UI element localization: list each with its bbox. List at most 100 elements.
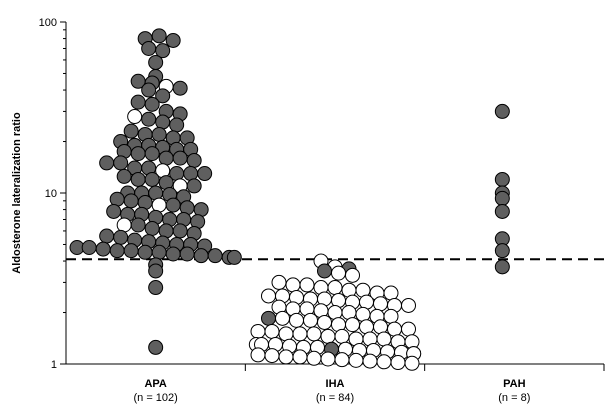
- data-point-iha: [362, 353, 378, 369]
- data-point-apa: [207, 248, 223, 264]
- data-point-apa: [165, 197, 181, 213]
- category-label: APA: [144, 378, 166, 390]
- data-point-iha: [373, 296, 388, 312]
- data-point-apa: [106, 203, 122, 219]
- data-point-apa: [179, 246, 195, 262]
- data-point-apa: [226, 249, 242, 265]
- data-point-pah: [494, 190, 510, 206]
- data-point-apa: [130, 94, 146, 110]
- data-point-apa: [123, 243, 139, 259]
- data-point-apa: [165, 32, 181, 48]
- data-point-iha: [320, 328, 336, 344]
- data-point-iha: [303, 312, 318, 328]
- data-point-apa: [155, 114, 171, 130]
- data-point-apa: [141, 40, 157, 56]
- category-count-label: (n = 102): [133, 392, 177, 404]
- data-point-iha: [264, 323, 280, 339]
- data-point-iha: [401, 297, 416, 313]
- data-point-iha: [383, 285, 399, 301]
- data-point-apa: [172, 80, 188, 96]
- data-point-apa: [113, 229, 129, 245]
- data-point-apa: [151, 197, 167, 213]
- data-point-apa: [144, 146, 160, 162]
- data-point-iha: [250, 347, 266, 363]
- data-point-apa: [127, 109, 143, 125]
- data-point-iha: [327, 280, 343, 296]
- data-point-iha: [331, 265, 346, 281]
- category-count-label: (n = 8): [498, 392, 530, 404]
- y-tick-label: 1: [51, 359, 57, 371]
- data-point-apa: [116, 168, 132, 184]
- data-point-apa: [137, 244, 153, 260]
- data-point-apa: [148, 263, 164, 279]
- category-label: PAH: [503, 378, 525, 390]
- data-point-iha: [278, 326, 294, 342]
- data-point-iha: [345, 317, 360, 333]
- data-point-apa: [113, 155, 129, 171]
- data-point-iha: [292, 349, 308, 365]
- data-point-apa: [123, 193, 139, 209]
- data-point-iha: [387, 321, 402, 337]
- data-point-apa: [130, 217, 146, 233]
- data-point-iha: [264, 348, 280, 364]
- data-point-apa: [81, 240, 97, 256]
- data-point-apa: [172, 150, 188, 166]
- data-point-iha: [376, 354, 392, 370]
- data-point-apa: [197, 166, 213, 182]
- y-axis: 1 10 100 Aldosterone lateralization ratio: [11, 17, 67, 371]
- data-point-iha: [306, 326, 322, 342]
- data-point-iha: [285, 277, 301, 293]
- x-axis: APA (n = 102) IHA (n = 84) PAH (n = 8): [66, 363, 605, 404]
- data-point-pah: [494, 243, 510, 259]
- data-point-apa: [130, 146, 146, 162]
- category-count-label: (n = 84): [316, 392, 354, 404]
- data-point-apa: [183, 166, 199, 182]
- y-tick-label: 10: [45, 188, 57, 200]
- data-point-iha: [271, 274, 287, 290]
- data-point-apa: [151, 126, 167, 142]
- data-point-iha: [390, 355, 406, 371]
- data-point-iha: [299, 277, 315, 293]
- y-axis-title: Aldosterone lateralization ratio: [11, 112, 23, 274]
- data-point-iha: [355, 306, 371, 322]
- data-point-apa: [141, 111, 157, 127]
- data-point-iha: [292, 326, 308, 342]
- data-point-pah: [494, 171, 510, 187]
- data-point-iha: [278, 349, 294, 365]
- data-point-apa: [109, 243, 125, 259]
- data-point-apa: [116, 217, 132, 233]
- data-point-apa: [144, 96, 160, 112]
- data-point-iha: [317, 314, 332, 330]
- data-point-iha: [401, 321, 416, 337]
- data-point-apa: [123, 123, 139, 139]
- data-point-apa: [151, 244, 167, 260]
- data-point-apa: [141, 82, 157, 98]
- data-point-apa: [148, 54, 164, 70]
- data-points: [69, 28, 510, 371]
- data-point-apa: [95, 241, 111, 257]
- data-point-iha: [275, 310, 290, 326]
- data-point-apa: [144, 221, 160, 237]
- data-point-apa: [151, 28, 167, 44]
- data-point-apa: [172, 223, 188, 239]
- data-point-iha: [320, 351, 336, 367]
- data-point-apa: [148, 280, 164, 296]
- data-point-apa: [130, 171, 146, 187]
- data-point-pah: [494, 259, 510, 275]
- data-point-iha: [261, 310, 276, 326]
- data-point-iha: [289, 312, 304, 328]
- data-point-iha: [345, 267, 360, 283]
- data-point-apa: [144, 171, 160, 187]
- data-point-iha: [348, 352, 364, 368]
- category-label: IHA: [326, 378, 345, 390]
- data-point-iha: [334, 328, 350, 344]
- data-point-apa: [169, 117, 185, 133]
- data-point-apa: [158, 150, 174, 166]
- data-point-iha: [376, 331, 392, 347]
- data-point-pah: [494, 103, 510, 119]
- data-point-apa: [155, 43, 171, 59]
- data-point-iha: [383, 308, 399, 324]
- data-point-apa: [99, 228, 115, 244]
- data-point-iha: [261, 288, 276, 304]
